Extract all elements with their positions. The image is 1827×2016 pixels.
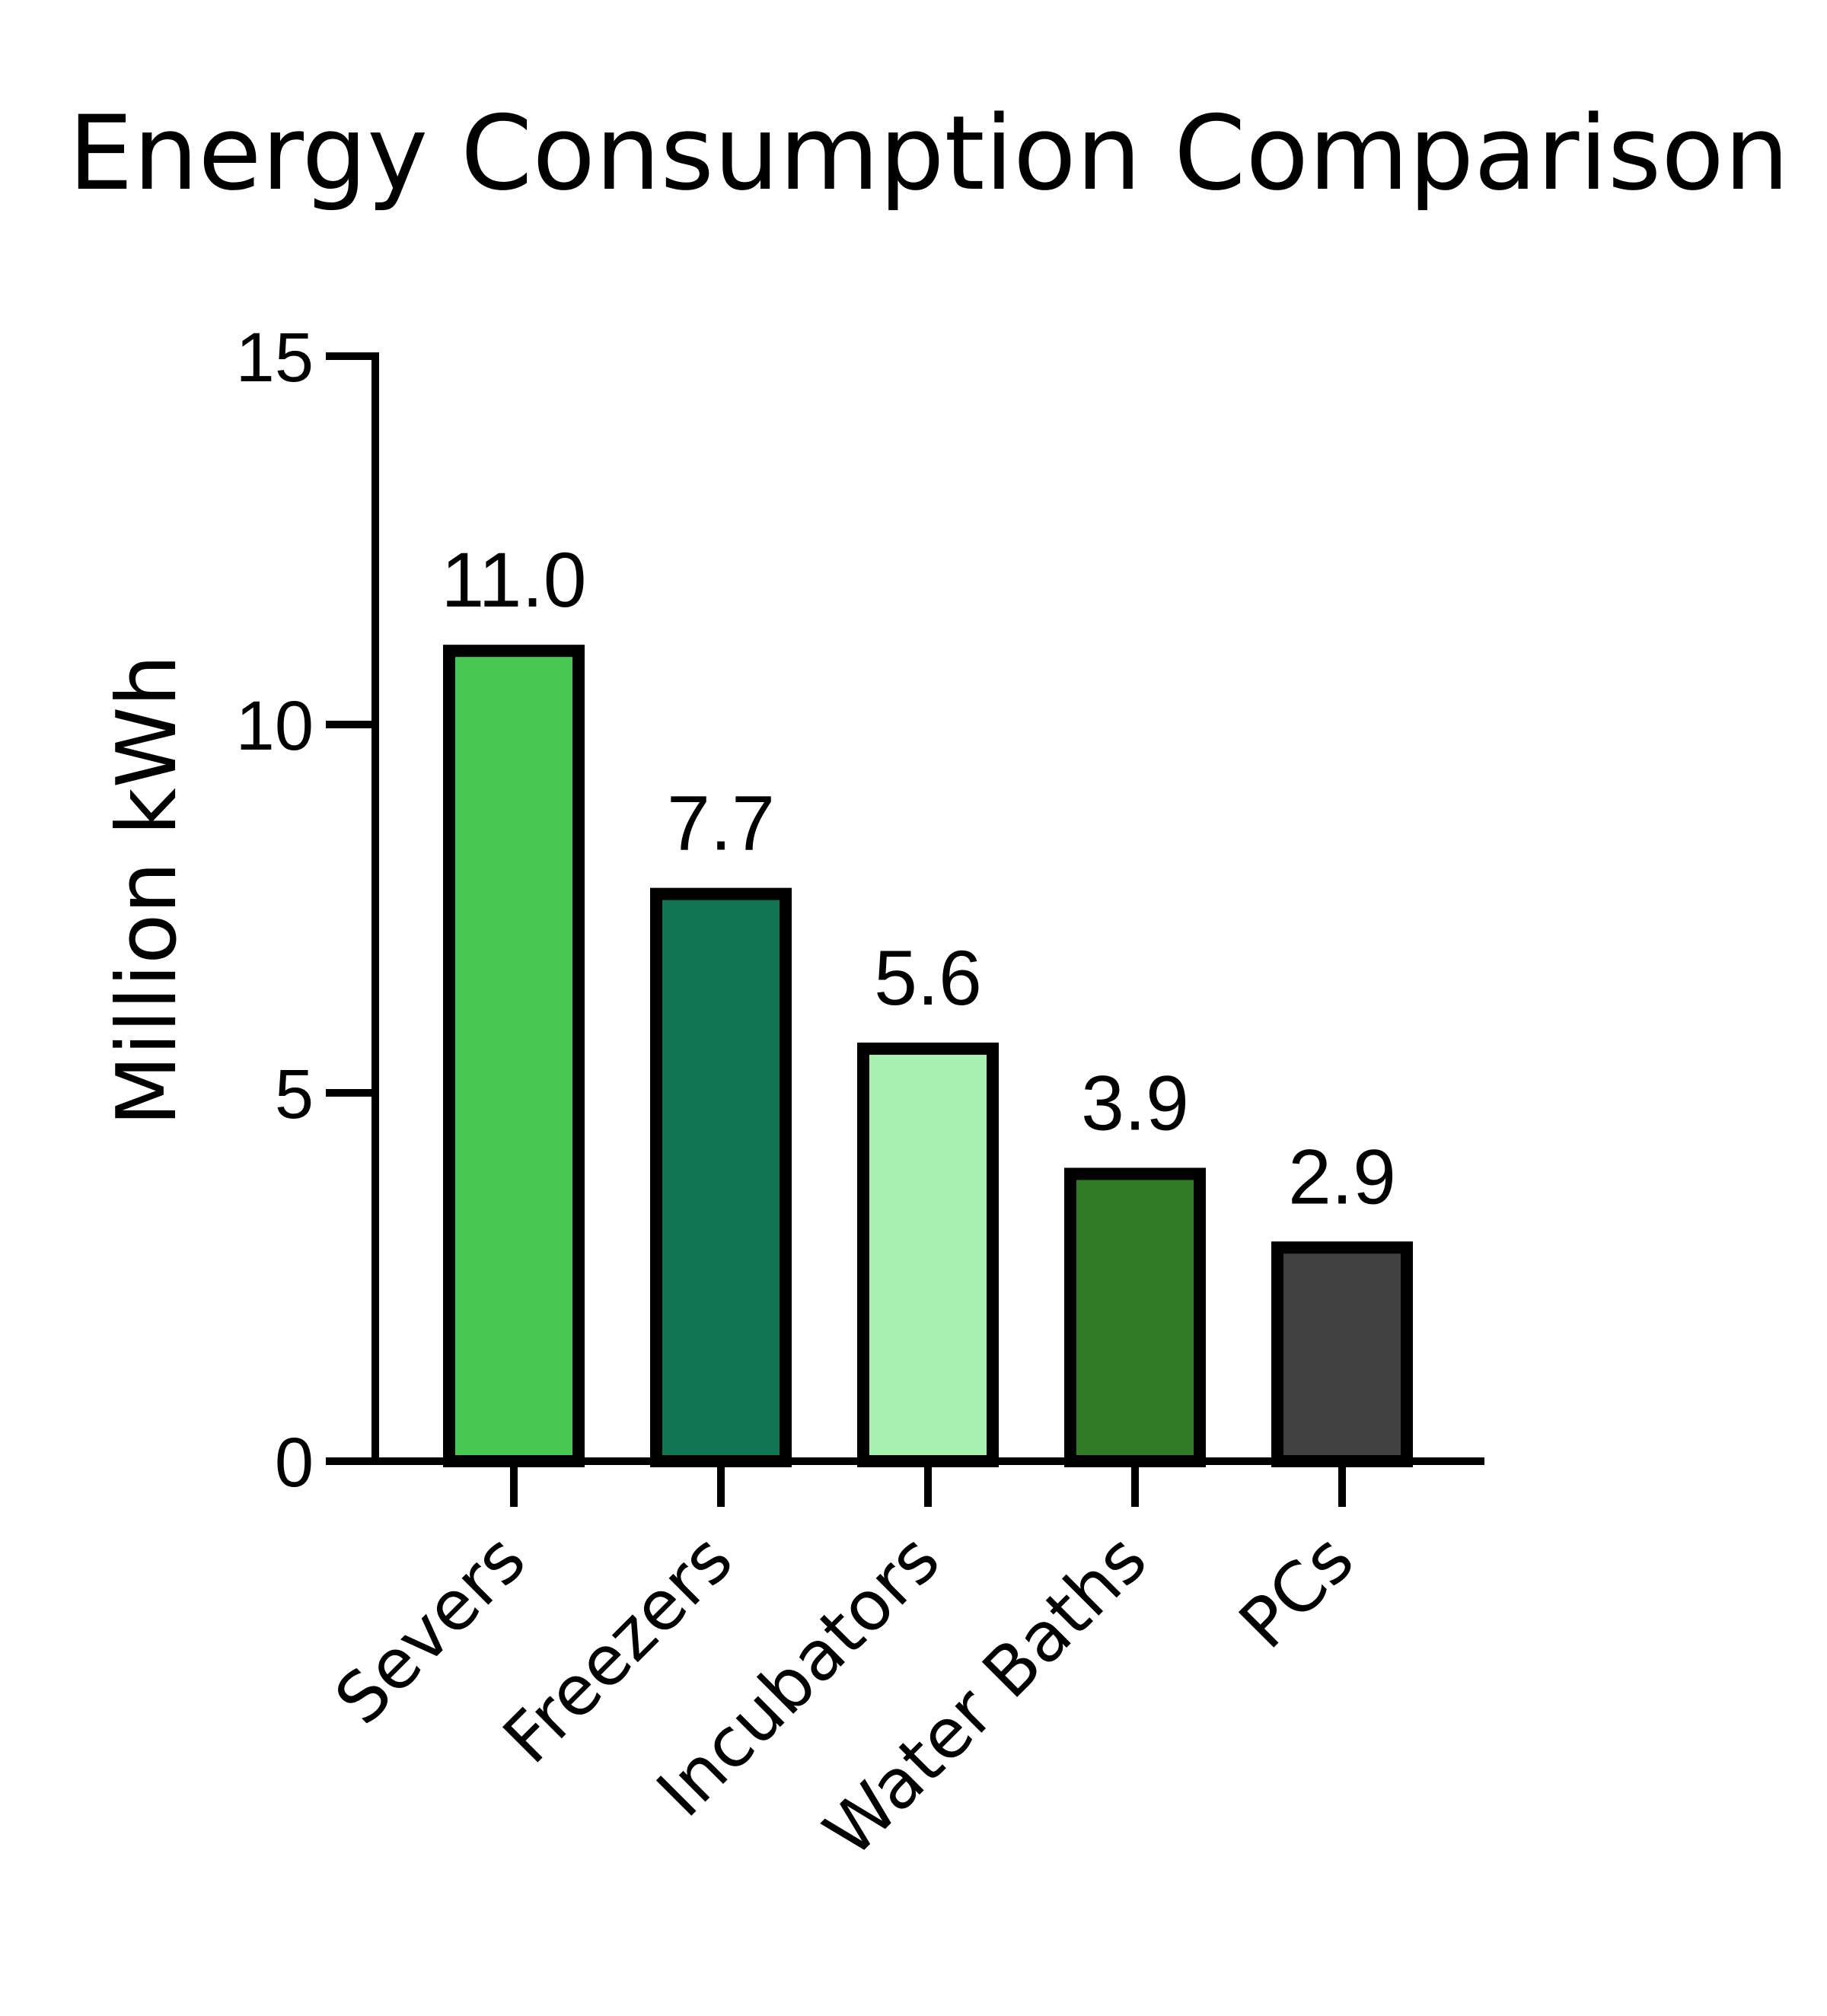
bar	[1064, 1167, 1206, 1467]
y-tick-label: 5	[275, 1056, 314, 1133]
data-label: 5.6	[874, 935, 982, 1021]
bar	[857, 1042, 999, 1468]
y-tick-label: 15	[236, 319, 314, 397]
bar	[650, 887, 792, 1467]
y-tick-label: 10	[236, 687, 314, 765]
chart-title: Energy Consumption Comparison	[69, 94, 1790, 213]
bar	[443, 645, 585, 1468]
bar	[1271, 1241, 1413, 1468]
data-label: 3.9	[1081, 1059, 1189, 1146]
data-label: 7.7	[667, 780, 775, 867]
x-tick-label: PCs	[1224, 1519, 1369, 1664]
y-axis-label: Million kWh	[100, 654, 195, 1126]
y-tick-label: 0	[275, 1424, 314, 1502]
data-label: 11.0	[442, 537, 587, 623]
data-label: 2.9	[1288, 1133, 1396, 1220]
bars	[443, 645, 1413, 1468]
